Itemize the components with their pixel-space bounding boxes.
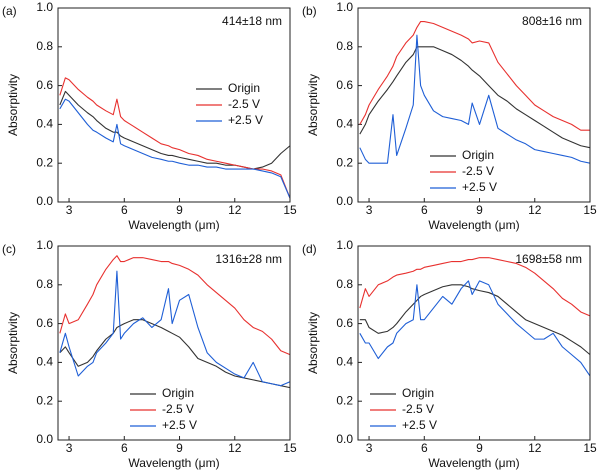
x-tick-label: 12 — [228, 203, 242, 217]
y-tick-label: 0.2 — [36, 155, 53, 169]
x-tick-label: 12 — [528, 203, 542, 217]
y-tick-label: 0.8 — [36, 39, 53, 53]
y-axis-label: Absorptivity — [6, 74, 20, 136]
panel-label: (a) — [2, 4, 17, 18]
y-tick-label: 1.0 — [336, 238, 353, 252]
y-tick-label: 1.0 — [36, 0, 53, 14]
x-tick-label: 9 — [476, 203, 483, 217]
y-tick-label: 0.0 — [36, 432, 53, 446]
y-axis-label: Absorptivity — [6, 312, 20, 374]
y-tick-label: 0.8 — [336, 39, 353, 53]
y-tick-label: 0.0 — [336, 194, 353, 208]
annotation: 1698±58 nm — [515, 252, 582, 266]
y-tick-label: 0.8 — [36, 277, 53, 291]
panel-label: (c) — [2, 242, 16, 256]
y-tick-label: 0.0 — [336, 432, 353, 446]
x-tick-label: 3 — [366, 441, 373, 455]
legend-label: -2.5 V — [462, 164, 494, 178]
x-tick-label: 6 — [121, 203, 128, 217]
legend-label: +2.5 V — [228, 113, 263, 127]
plot-frame — [57, 245, 291, 441]
panel-label: (d) — [302, 242, 317, 256]
x-tick-label: 9 — [176, 441, 183, 455]
x-axis-label: Wavelength (μm) — [428, 218, 519, 232]
y-tick-label: 0.2 — [36, 393, 53, 407]
y-tick-label: 1.0 — [36, 238, 53, 252]
legend-label: Origin — [162, 386, 194, 400]
legend-label: -2.5 V — [162, 402, 194, 416]
legend-label: Origin — [462, 148, 494, 162]
annotation: 1316±28 nm — [215, 252, 282, 266]
data-line — [359, 46, 591, 149]
x-tick-label: 3 — [66, 441, 73, 455]
data-line — [59, 255, 291, 356]
plot-frame — [357, 245, 591, 441]
data-line — [59, 77, 291, 199]
x-tick-label: 9 — [176, 203, 183, 217]
x-axis-label: Wavelength (μm) — [428, 456, 519, 470]
panel-label: (b) — [302, 4, 317, 18]
y-tick-label: 1.0 — [336, 0, 353, 14]
x-axis-label: Wavelength (μm) — [128, 456, 219, 470]
x-tick-label: 9 — [476, 441, 483, 455]
y-tick-label: 0.4 — [36, 117, 53, 131]
data-line — [59, 98, 291, 199]
y-tick-label: 0.8 — [336, 277, 353, 291]
data-line — [359, 257, 591, 317]
x-tick-label: 15 — [583, 441, 597, 455]
annotation: 808±16 nm — [522, 14, 582, 28]
x-tick-label: 3 — [66, 203, 73, 217]
x-tick-label: 3 — [366, 203, 373, 217]
y-tick-label: 0.0 — [36, 194, 53, 208]
y-tick-label: 0.6 — [36, 78, 53, 92]
y-tick-label: 0.6 — [336, 78, 353, 92]
x-tick-label: 6 — [421, 441, 428, 455]
x-tick-label: 15 — [283, 441, 297, 455]
x-tick-label: 6 — [421, 203, 428, 217]
x-tick-label: 12 — [528, 441, 542, 455]
x-tick-label: 12 — [228, 441, 242, 455]
y-tick-label: 0.2 — [336, 393, 353, 407]
data-line — [359, 21, 590, 131]
data-line — [59, 319, 291, 389]
y-tick-label: 0.6 — [336, 316, 353, 330]
legend-label: -2.5 V — [402, 402, 434, 416]
legend-label: +2.5 V — [162, 418, 197, 432]
legend-label: +2.5 V — [402, 418, 437, 432]
y-tick-label: 0.4 — [36, 355, 53, 369]
y-tick-label: 0.2 — [336, 155, 353, 169]
y-tick-label: 0.4 — [336, 355, 353, 369]
legend-label: Origin — [228, 81, 260, 95]
annotation: 414±18 nm — [222, 14, 282, 28]
y-axis-label: Absorptivity — [306, 74, 320, 136]
legend-label: +2.5 V — [462, 180, 497, 194]
y-tick-label: 0.6 — [36, 316, 53, 330]
plot-frame — [57, 7, 291, 203]
data-line — [359, 284, 591, 356]
x-tick-label: 15 — [283, 203, 297, 217]
x-tick-label: 15 — [583, 203, 597, 217]
legend-label: Origin — [402, 386, 434, 400]
x-tick-label: 6 — [121, 441, 128, 455]
y-tick-label: 0.4 — [336, 117, 353, 131]
data-line — [359, 34, 591, 164]
legend-label: -2.5 V — [228, 97, 260, 111]
y-axis-label: Absorptivity — [306, 312, 320, 374]
data-line — [359, 280, 591, 377]
data-line — [59, 270, 291, 387]
x-axis-label: Wavelength (μm) — [128, 218, 219, 232]
plot-frame — [357, 7, 591, 203]
